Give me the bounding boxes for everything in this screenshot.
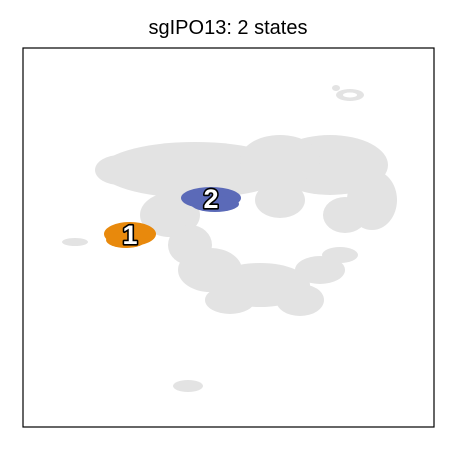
- background-cell-blob: [173, 380, 203, 392]
- chart-title: sgIPO13: 2 states: [149, 17, 308, 39]
- state-labels: 12: [121, 182, 220, 251]
- background-cell-blob: [255, 182, 305, 218]
- background-cell-blob: [276, 284, 324, 316]
- background-cell-blob: [240, 135, 320, 185]
- background-cell-blob: [332, 85, 340, 91]
- state-1-cells: [106, 232, 146, 248]
- background-cells: [62, 85, 397, 392]
- background-cell-blob: [323, 197, 367, 233]
- state-2-cells: [191, 196, 239, 212]
- background-cell-blob: [62, 238, 88, 246]
- state-clusters: [104, 187, 241, 248]
- background-cell-blob: [295, 256, 345, 284]
- background-cell-blob: [95, 155, 145, 185]
- background-cell-gap: [343, 92, 357, 98]
- plot-frame: [22, 47, 435, 428]
- background-cell-blob: [322, 247, 358, 263]
- state-2-label: 2: [203, 184, 218, 214]
- state-1-label: 1: [122, 220, 137, 250]
- background-cell-blob: [205, 286, 255, 314]
